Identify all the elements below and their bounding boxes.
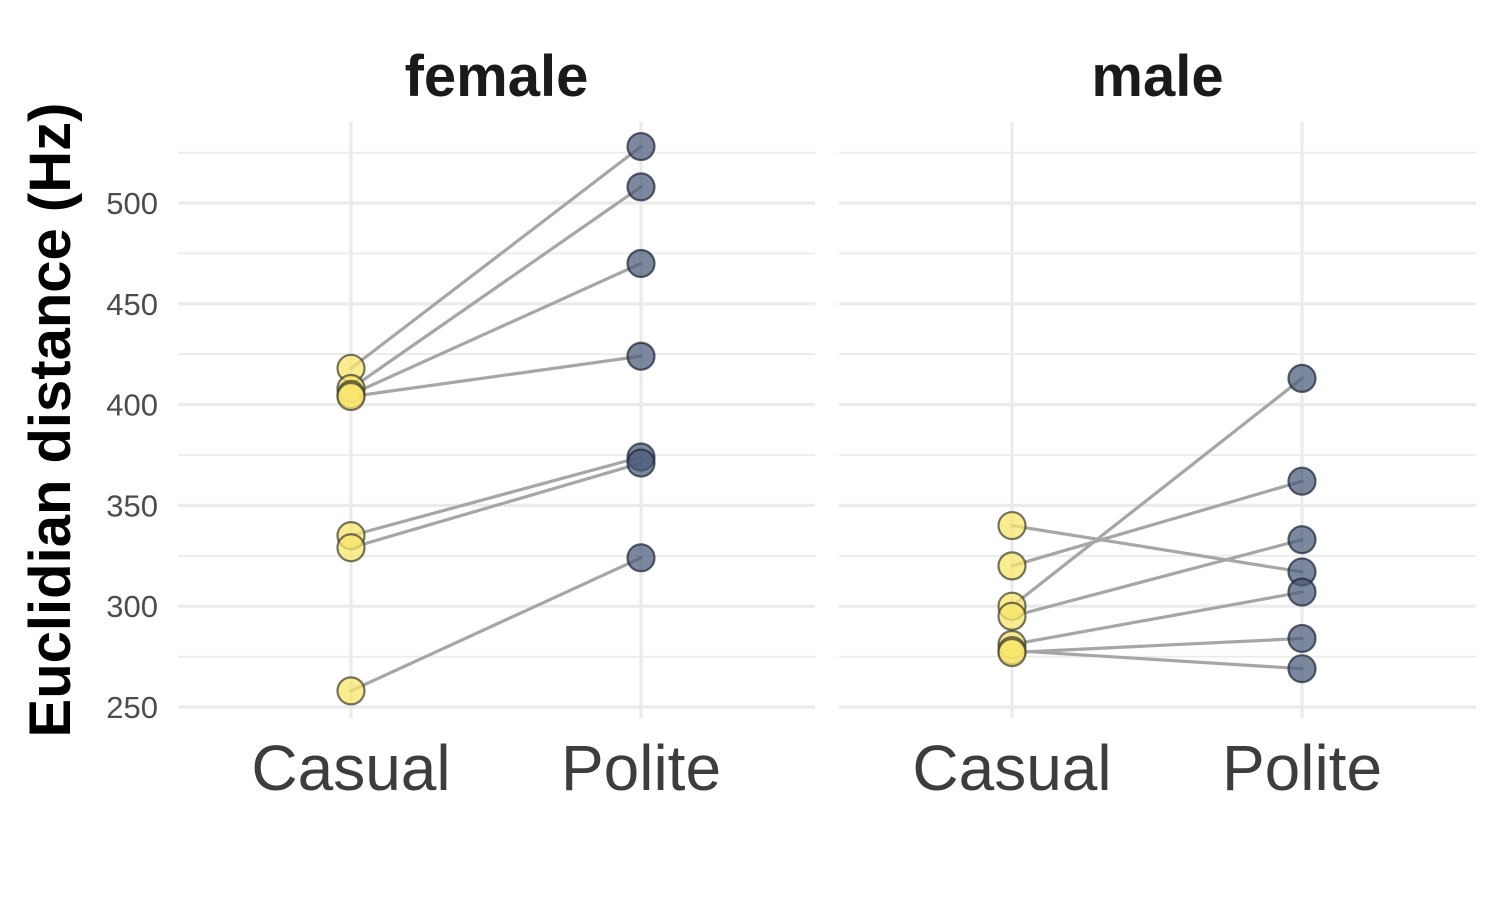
y-tick-label: 500 — [106, 186, 158, 221]
x-tick-label-casual: Casual — [251, 732, 450, 804]
y-axis-label: Euclidian distance (Hz) — [18, 103, 83, 738]
labels-layer: female Casual Polite male Casual Polite 250 300… — [106, 44, 1382, 804]
point-polite — [1287, 623, 1317, 654]
x-tick-label-polite: Polite — [1222, 732, 1382, 804]
point-polite — [1287, 466, 1317, 496]
pair-line — [1010, 590, 1304, 647]
pair-lines-layer — [349, 144, 1304, 693]
point-polite — [626, 131, 656, 162]
x-tick-label-casual: Casual — [912, 732, 1111, 804]
point-casual — [997, 601, 1027, 631]
pair-line — [349, 461, 643, 550]
point-polite — [1287, 577, 1317, 607]
point-casual — [997, 510, 1027, 541]
pair-line — [349, 144, 643, 370]
pair-line — [349, 354, 643, 399]
pair-line — [349, 261, 643, 397]
points-layer — [336, 131, 1317, 706]
point-polite — [626, 172, 656, 202]
point-casual — [336, 676, 366, 706]
facet-title-male: male — [1091, 44, 1223, 109]
grid-layer — [178, 122, 1476, 718]
pair-line — [1010, 523, 1304, 574]
x-tick-label-polite: Polite — [561, 732, 721, 804]
point-polite — [626, 341, 656, 371]
y-tick-label: 450 — [106, 287, 158, 322]
pair-line — [1010, 648, 1304, 671]
pair-line — [1010, 376, 1304, 608]
point-polite — [626, 248, 656, 279]
point-polite — [1287, 654, 1317, 684]
point-casual — [336, 533, 366, 563]
facet-title-female: female — [405, 44, 589, 109]
y-tick-label: 350 — [106, 488, 158, 523]
point-polite — [626, 448, 656, 478]
point-casual — [336, 381, 366, 412]
pair-line — [1010, 636, 1304, 655]
pair-line — [349, 556, 643, 693]
y-tick-label: 300 — [106, 589, 158, 624]
pair-line — [1010, 479, 1304, 568]
y-tick-label: 250 — [106, 690, 158, 725]
pair-line — [349, 455, 643, 538]
point-casual — [997, 551, 1027, 581]
pair-line — [349, 185, 643, 391]
pair-line — [1010, 538, 1304, 618]
point-polite — [626, 543, 656, 573]
y-tick-label: 400 — [106, 388, 158, 423]
point-casual — [997, 637, 1027, 668]
point-polite — [1287, 525, 1317, 555]
point-polite — [1287, 363, 1317, 393]
